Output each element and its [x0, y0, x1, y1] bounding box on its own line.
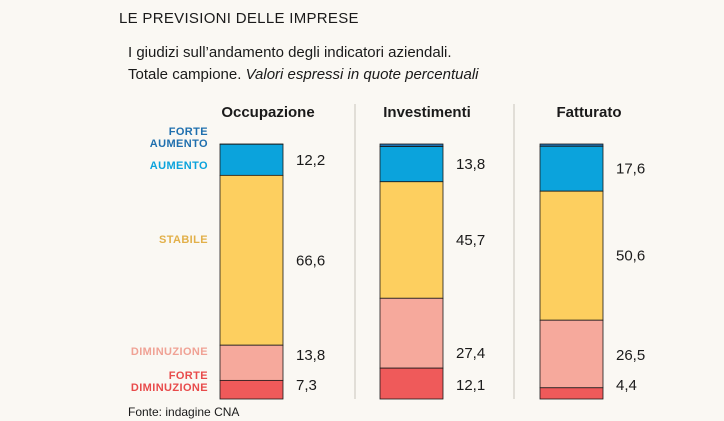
bar-segment-stabile	[379, 181, 444, 299]
bar-segment-aumento	[379, 146, 444, 183]
bar-segment-forte-diminuzione	[219, 379, 284, 400]
value-label: 45,7	[456, 232, 485, 249]
value-label: 12,2	[296, 152, 325, 169]
bar-segment-diminuzione	[219, 344, 284, 381]
source-note: Fonte: indagine CNA	[128, 405, 240, 419]
value-label: 13,8	[296, 347, 325, 364]
value-label: 66,6	[296, 252, 325, 269]
subtitle-plain: Totale campione.	[128, 66, 242, 83]
legend-label-diminuzione: DIMINUZIONE	[131, 346, 208, 358]
value-label: 7,3	[296, 377, 317, 394]
chart-subtitle-line-2: Totale campione. Valori espressi in quot…	[128, 66, 479, 83]
legend-label-stabile: STABILE	[159, 234, 208, 246]
value-label: 12,1	[456, 377, 485, 394]
category-label-occupazione: Occupazione	[221, 104, 314, 121]
legend-label-forte-diminuzione: DIMINUZIONE	[131, 382, 208, 394]
legend-label-aumento: AUMENTO	[150, 160, 208, 172]
bar-segment-diminuzione	[539, 319, 604, 389]
bar-segment-stabile	[219, 174, 284, 346]
bar-segment-forte-diminuzione	[539, 387, 604, 400]
legend-label-forte-aumento: AUMENTO	[150, 138, 208, 150]
chart-subtitle-line-1: I giudizi sull’andamento degli indicator…	[128, 44, 452, 61]
legend-label-forte-diminuzione: FORTE	[169, 370, 208, 382]
value-label: 4,4	[616, 377, 637, 394]
value-label: 50,6	[616, 248, 645, 265]
bar-segment-forte-diminuzione	[379, 367, 444, 400]
bar-segment-aumento	[219, 143, 284, 176]
value-label: 13,8	[456, 156, 485, 173]
category-label-fatturato: Fatturato	[557, 104, 622, 121]
subtitle-italic: Valori espressi in quote percentuali	[245, 66, 479, 83]
bar-segment-stabile	[539, 190, 604, 321]
bar-segment-diminuzione	[379, 297, 444, 369]
category-label-investimenti: Investimenti	[383, 104, 471, 121]
bar-segment-aumento	[539, 145, 604, 192]
value-label: 17,6	[616, 161, 645, 178]
legend-label-forte-aumento: FORTE	[169, 126, 208, 138]
value-label: 26,5	[616, 347, 645, 364]
value-label: 27,4	[456, 345, 485, 362]
chart-title: LE PREVISIONI DELLE IMPRESE	[119, 10, 359, 27]
